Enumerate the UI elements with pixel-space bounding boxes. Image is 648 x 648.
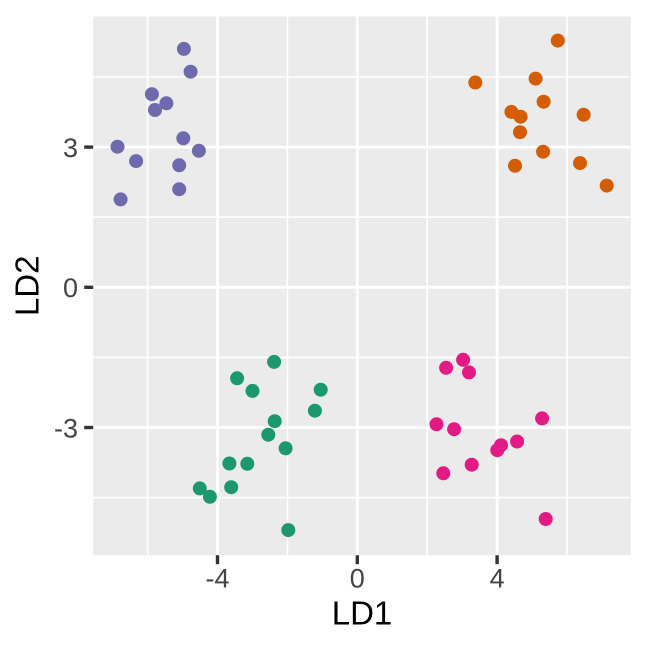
svg-text:0: 0 <box>63 273 78 303</box>
svg-text:4: 4 <box>490 564 505 594</box>
svg-text:3: 3 <box>63 133 78 163</box>
svg-text:LD1: LD1 <box>332 594 393 631</box>
svg-text:0: 0 <box>350 564 365 594</box>
svg-text:LD2: LD2 <box>9 256 46 317</box>
svg-text:-3: -3 <box>54 413 78 443</box>
svg-text:-4: -4 <box>205 564 229 594</box>
